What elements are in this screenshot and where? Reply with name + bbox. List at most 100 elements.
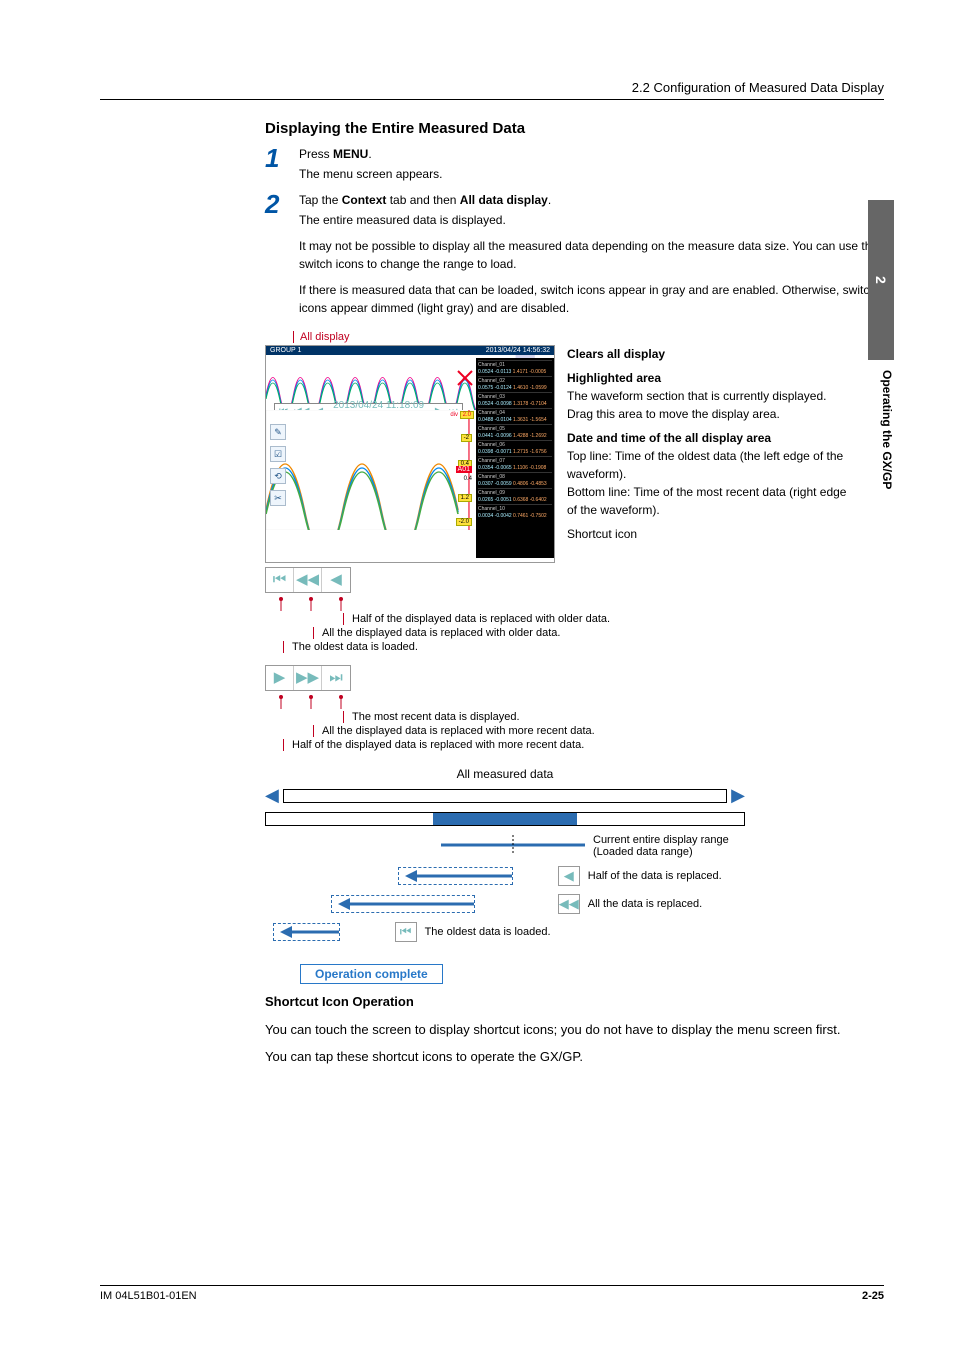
callouts: Clears all display Highlighted area The … — [567, 345, 847, 549]
shortcut-icon-b[interactable]: ☑ — [270, 446, 286, 462]
step-1-sub: The menu screen appears. — [299, 165, 884, 183]
ch1-name: Channel_01 — [478, 362, 505, 368]
ch6-r: 1.2715 -1.6756 — [513, 449, 547, 455]
ch3-r: 1.3178 -0.7104 — [513, 401, 547, 407]
nav-left-desc-1: Half of the displayed data is replaced w… — [343, 613, 884, 625]
step-1: 1 Press MENU. The menu screen appears. — [265, 145, 884, 183]
step-1-text: Press — [299, 147, 333, 161]
ch1-v: 0.0524 -0.0113 — [478, 369, 511, 375]
ch4-v: 0.0488 -0.0104 — [478, 417, 512, 423]
callout-highlighted-body1: The waveform section that is currently d… — [567, 387, 847, 405]
scale-val-2: -2 — [461, 434, 472, 442]
ch2-v: 0.0575 -0.0124 — [478, 385, 512, 391]
chapter-tab: 2 — [868, 200, 894, 360]
chapter-label: Operating the GX/GP — [880, 370, 894, 489]
ch9-name: Channel_09 — [478, 490, 505, 496]
section-title: Displaying the Entire Measured Data — [265, 120, 884, 137]
step-2-text-c: . — [548, 193, 551, 207]
range-r3: All the data is replaced. — [588, 898, 702, 910]
page-number: 2-25 — [862, 1290, 884, 1302]
scale-val-5: 1.2 — [458, 494, 472, 502]
shortcut-icon-d[interactable]: ✂ — [270, 490, 286, 506]
scale-label: div — [450, 412, 459, 418]
ch9-r: 0.6368 -0.6402 — [513, 497, 547, 503]
scale-val-4: 0.4 — [464, 476, 472, 482]
context-tab-label: Context — [342, 193, 387, 207]
ffwd-icon[interactable]: ▶▶ — [294, 666, 322, 690]
ch5-name: Channel_05 — [478, 426, 505, 432]
prev-icon[interactable]: ◀ — [322, 568, 350, 592]
footer-doc-id: IM 04L51B01-01EN — [100, 1290, 197, 1302]
step-2-sub: The entire measured data is displayed. — [299, 211, 884, 229]
ch3-name: Channel_03 — [478, 394, 505, 400]
step-2-text-b: tab and then — [386, 193, 459, 207]
scale-val-6: -2.0 — [456, 518, 472, 526]
step-2-text-a: Tap the — [299, 193, 342, 207]
ch5-r: 1.4288 -1.2692 — [513, 433, 547, 439]
ch8-r: 0.4806 -0.4853 — [513, 481, 547, 487]
diagram-rewind-icon: ◀◀ — [558, 894, 580, 914]
ch1-r: 1.4171 -0.0005 — [513, 369, 547, 375]
timestamp: 2013/04/24 14:56:32 — [486, 347, 550, 354]
ch5-v: 0.0441 -0.0096 — [478, 433, 512, 439]
range-diagram: All measured data ◀ ▶ Current entire dis… — [265, 767, 745, 942]
range-r1: Current entire display range (Loaded dat… — [593, 834, 745, 858]
ch10-name: Channel_10 — [478, 506, 505, 512]
group-label: GROUP 1 — [270, 347, 301, 354]
step-1-text-end: . — [368, 147, 371, 161]
tag-a01: A01 — [456, 466, 472, 473]
callout-datetime-title: Date and time of the all display area — [567, 429, 847, 447]
range-r2: Half of the data is replaced. — [588, 870, 722, 882]
shortcut-section-p1: You can touch the screen to display shor… — [265, 1020, 884, 1040]
step-2: 2 Tap the Context tab and then All data … — [265, 191, 884, 317]
skip-first-icon[interactable]: ⏮ — [266, 568, 294, 592]
callout-highlighted-body2: Drag this area to move the display area. — [567, 405, 847, 423]
nav-right-group: ▶ ▶▶ ⏭ — [265, 665, 351, 691]
rewind-icon[interactable]: ◀◀ — [294, 568, 322, 592]
header-breadcrumb: 2.2 Configuration of Measured Data Displ… — [100, 80, 884, 100]
ch7-name: Channel_07 — [478, 458, 505, 464]
shortcut-section-title: Shortcut Icon Operation — [265, 994, 414, 1009]
shortcut-icon-c[interactable]: ⟲ — [270, 468, 286, 484]
nav-right-desc-2: All the displayed data is replaced with … — [313, 725, 884, 737]
nav-left-desc-2: All the displayed data is replaced with … — [313, 627, 884, 639]
ch3-v: 0.0524 -0.0098 — [478, 401, 512, 407]
ch2-r: 1.4610 -1.0599 — [513, 385, 547, 391]
diagram-prev-icon: ◀ — [558, 866, 580, 886]
chapter-number: 2 — [873, 276, 889, 284]
ch8-v: 0.0307 -0.0059 — [478, 481, 512, 487]
ch9-v: 0.0265 -0.0051 — [478, 497, 512, 503]
all-display-label: All display — [293, 331, 350, 343]
nav-right-desc-1: The most recent data is displayed. — [343, 711, 884, 723]
digital-panel: Channel_010.0524 -0.0113 1.4171 -0.0005 … — [476, 358, 554, 558]
next-icon[interactable]: ▶ — [266, 666, 294, 690]
step-2-p1: It may not be possible to display all th… — [299, 237, 884, 273]
nav-left-group: ⏮ ◀◀ ◀ — [265, 567, 351, 593]
close-icon[interactable] — [456, 369, 474, 387]
range-title: All measured data — [265, 767, 745, 781]
ch4-name: Channel_04 — [478, 410, 505, 416]
callout-shortcut: Shortcut icon — [567, 525, 847, 543]
diagram-skip-first-icon: ⏮ — [395, 922, 417, 942]
operation-complete: Operation complete — [300, 964, 443, 984]
ch7-r: 1.1106 -0.1908 — [513, 465, 546, 471]
step-2-number: 2 — [265, 191, 299, 317]
scale-val-top: 2.0 — [460, 411, 474, 419]
ch10-v: 0.0034 -0.0042 — [478, 513, 512, 519]
ch10-r: 0.7461 -0.7502 — [513, 513, 547, 519]
ch7-v: 0.0354 -0.0065 — [478, 465, 512, 471]
device-screenshot: GROUP 1 2013/04/24 14:56:32 ⏮ ◀◀ ◀ — [265, 345, 555, 563]
ch6-name: Channel_06 — [478, 442, 505, 448]
ch8-name: Channel_08 — [478, 474, 505, 480]
range-r4: The oldest data is loaded. — [425, 926, 551, 938]
step-2-p2: If there is measured data that can be lo… — [299, 281, 884, 317]
ch4-r: 1.3631 -1.5654 — [513, 417, 547, 423]
skip-last-icon[interactable]: ⏭ — [322, 666, 350, 690]
shortcut-icon-a[interactable]: ✎ — [270, 424, 286, 440]
ch6-v: 0.0398 -0.0071 — [478, 449, 512, 455]
shortcut-section-p2: You can tap these shortcut icons to oper… — [265, 1047, 884, 1067]
callout-datetime-body1: Top line: Time of the oldest data (the l… — [567, 447, 847, 483]
ch2-name: Channel_02 — [478, 378, 505, 384]
nav-right-desc-3: Half of the displayed data is replaced w… — [283, 739, 884, 751]
menu-label: MENU — [333, 147, 368, 161]
